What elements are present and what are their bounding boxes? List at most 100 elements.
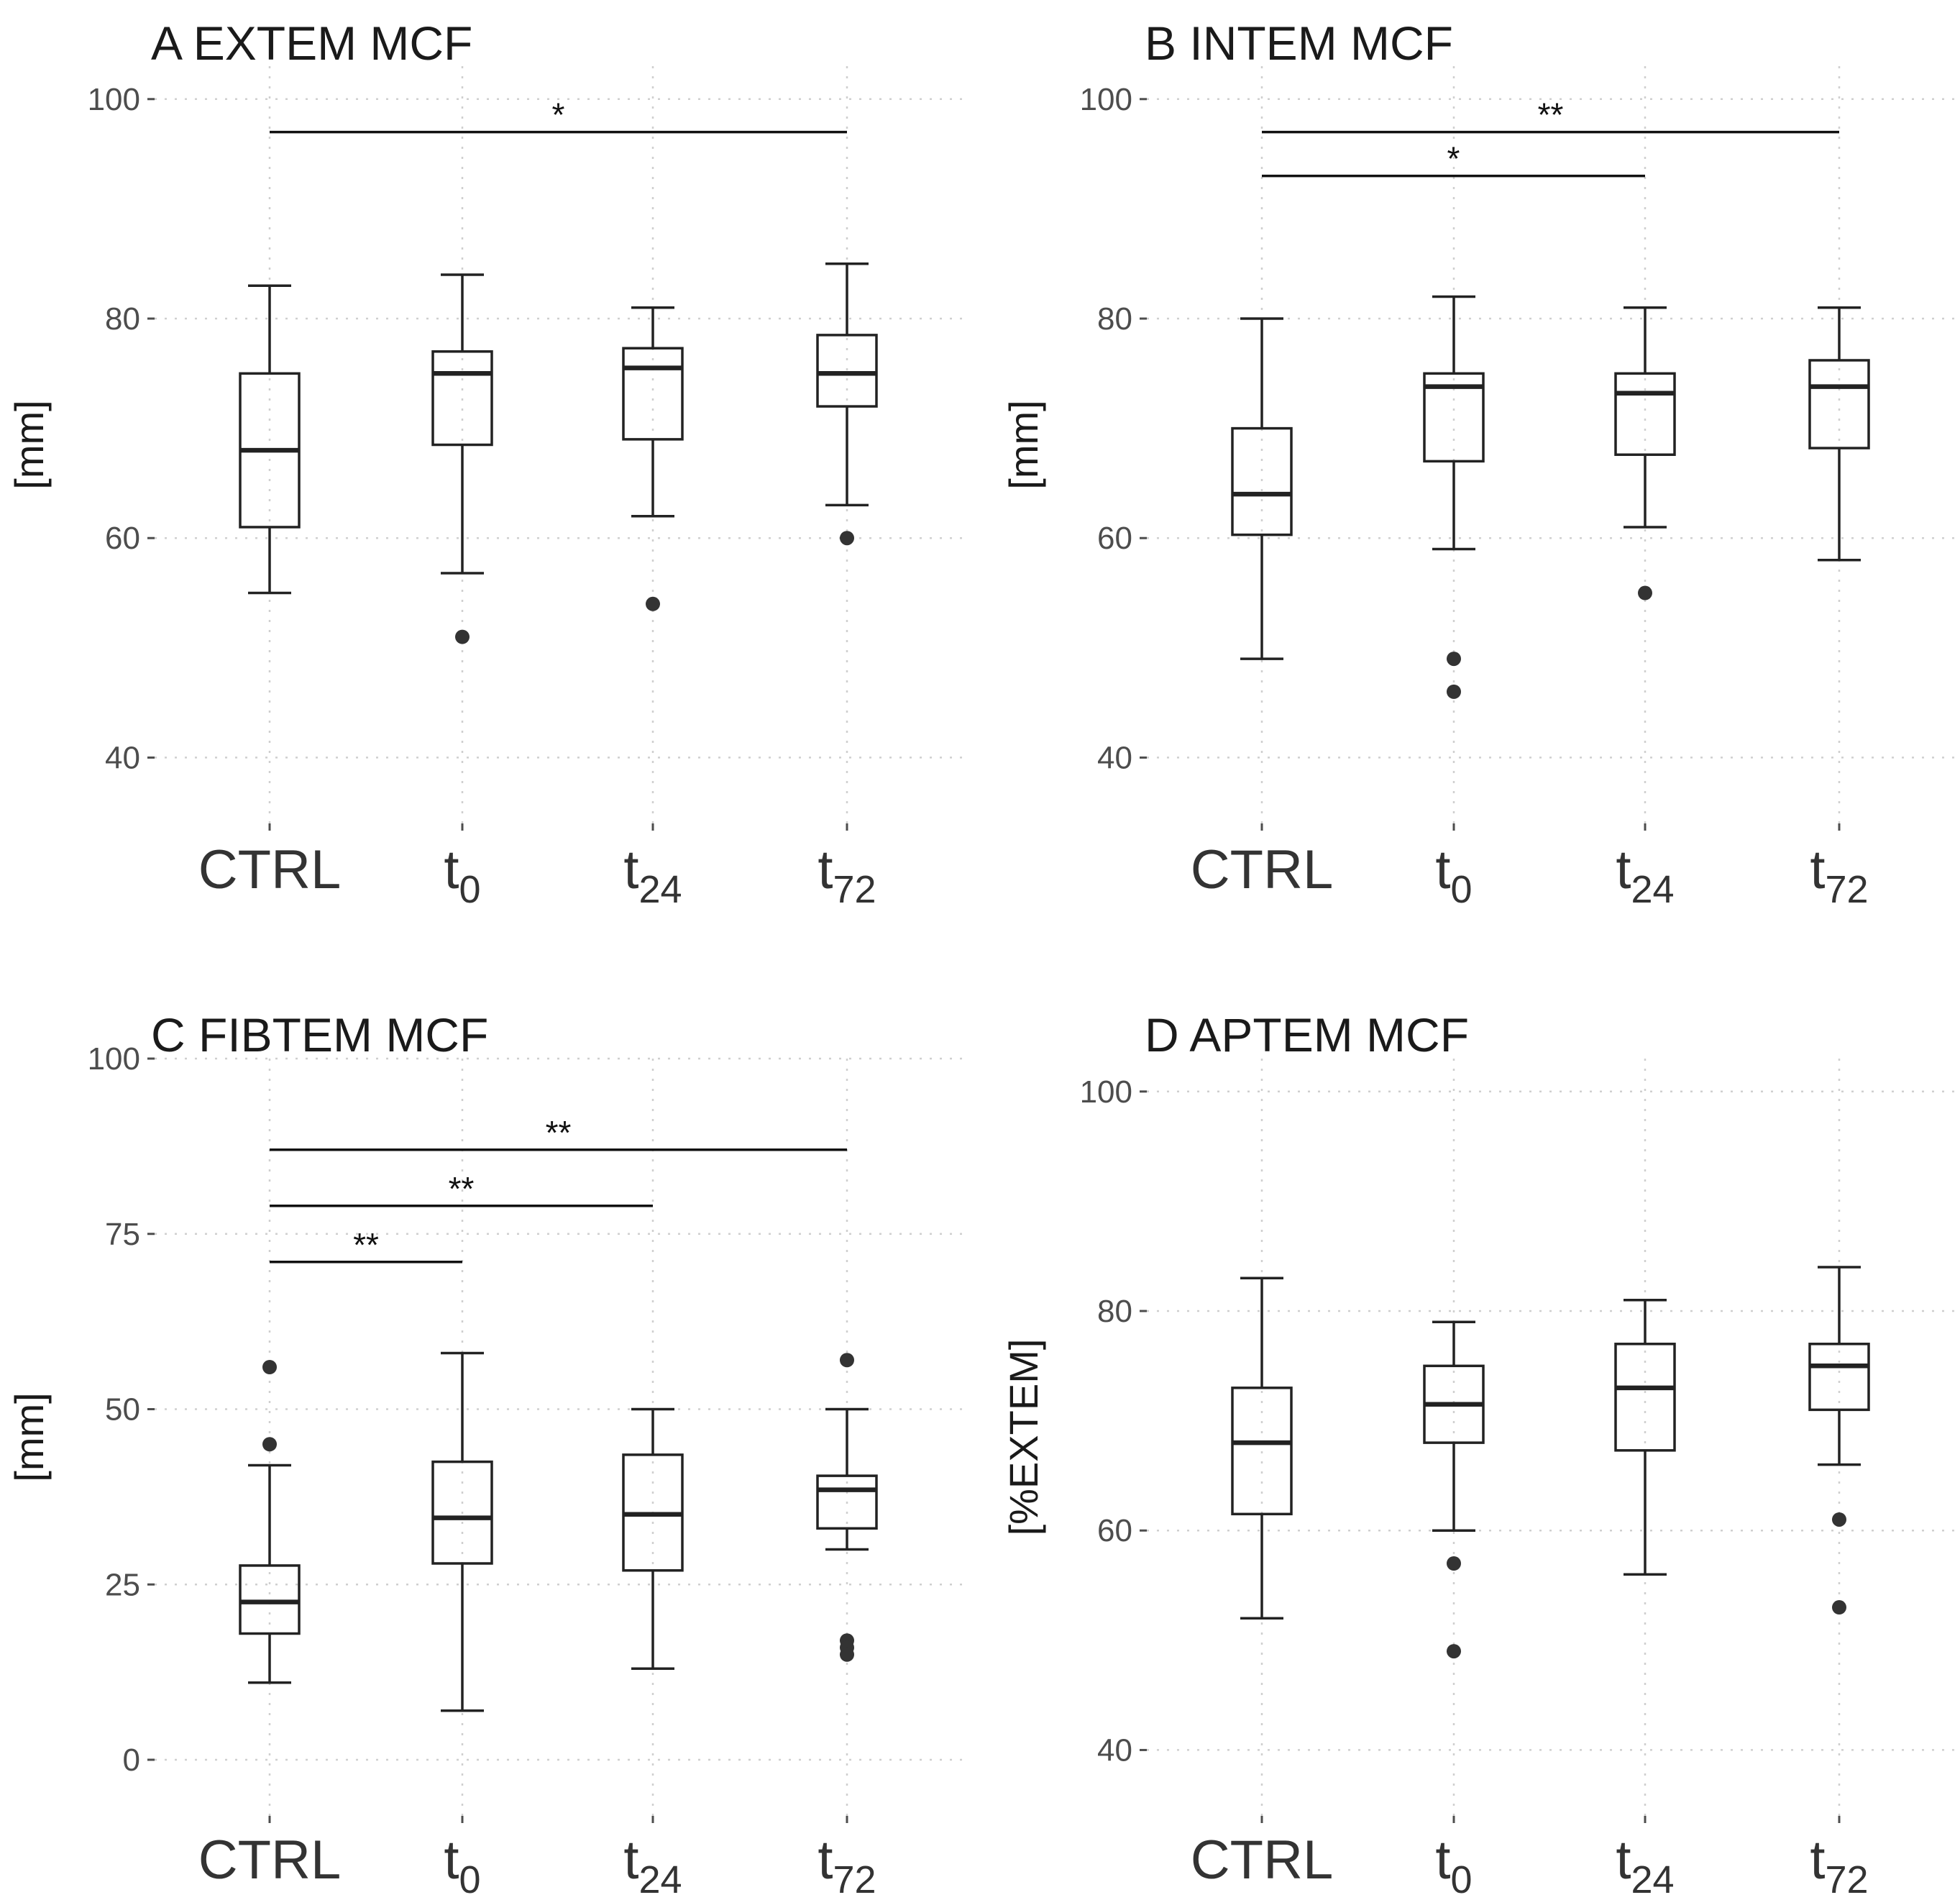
y-tick-label: 100 (1080, 1074, 1132, 1110)
outlier-point (1832, 1512, 1846, 1527)
outlier-point (840, 531, 854, 546)
iqr-box (1614, 1343, 1676, 1452)
x-tick-base: t (444, 839, 459, 900)
y-tick-label: 100 (1080, 82, 1132, 117)
significance-label: * (1447, 140, 1460, 178)
panel-title: D APTEM MCF (1145, 1008, 1469, 1061)
significance-bracket: ** (1262, 96, 1839, 134)
x-tick-subscript: 24 (1631, 1858, 1675, 1900)
x-tick-subscript: 24 (1631, 868, 1675, 911)
y-tick-label: 40 (105, 740, 140, 775)
x-tick-label: CTRL (198, 839, 341, 900)
significance-label: ** (449, 1170, 475, 1207)
boxplot-t24 (1614, 306, 1676, 600)
iqr-box (816, 334, 878, 408)
y-tick-label: 80 (1097, 301, 1132, 337)
boxplot-t24 (1614, 1298, 1676, 1576)
iqr-box (1231, 426, 1293, 536)
boxplot-t72 (1808, 306, 1870, 562)
outlier-point (1447, 652, 1461, 667)
x-tick-label: t24 (623, 839, 682, 911)
y-axis-label: [%EXTEM] (1001, 1339, 1046, 1536)
x-tick-base: t (1435, 839, 1450, 900)
significance-bracket: * (1262, 140, 1645, 178)
iqr-box (1231, 1387, 1293, 1516)
x-tick-label: t72 (818, 1830, 876, 1900)
x-tick-base: CTRL (1191, 839, 1333, 900)
iqr-box (1614, 372, 1676, 456)
y-tick-label: 40 (1097, 1732, 1132, 1768)
outlier-point (1832, 1600, 1846, 1615)
x-tick-base: CTRL (198, 1830, 341, 1891)
boxplot-t72 (816, 1353, 878, 1662)
boxplot-t72 (816, 262, 878, 546)
outlier-point (840, 1647, 854, 1662)
x-tick-subscript: 24 (639, 868, 682, 911)
x-tick-base: t (444, 1830, 459, 1891)
boxplot-t0 (431, 273, 493, 644)
x-tick-subscript: 72 (1826, 1858, 1869, 1900)
significance-label: ** (353, 1226, 379, 1264)
x-tick-base: t (623, 1830, 638, 1891)
iqr-box (431, 350, 493, 447)
significance-label: ** (546, 1114, 572, 1151)
x-tick-label: t24 (1616, 1830, 1674, 1900)
x-tick-base: t (818, 839, 833, 900)
panel-title: B INTEM MCF (1145, 17, 1453, 70)
outlier-point (1447, 1556, 1461, 1571)
y-tick-label: 80 (105, 301, 140, 337)
y-tick-label: 25 (105, 1567, 140, 1602)
boxplot-t24 (622, 1407, 684, 1670)
x-tick-label: t0 (1435, 839, 1472, 911)
outlier-point (1447, 684, 1461, 699)
significance-bracket: ** (270, 1226, 462, 1264)
x-tick-subscript: 0 (459, 1858, 481, 1900)
x-tick-base: CTRL (1191, 1830, 1333, 1891)
x-tick-label: CTRL (1191, 1830, 1333, 1891)
significance-label: * (552, 96, 565, 134)
y-tick-label: 40 (1097, 740, 1132, 775)
x-tick-base: t (1435, 1830, 1450, 1891)
outlier-point (1447, 1644, 1461, 1659)
iqr-box (1423, 372, 1485, 463)
y-axis-label: [mm] (6, 400, 52, 489)
x-tick-label: t72 (818, 839, 876, 911)
x-tick-label: t72 (1810, 839, 1868, 911)
outlier-point (1638, 585, 1652, 600)
x-tick-subscript: 0 (459, 868, 481, 911)
y-tick-label: 75 (105, 1217, 140, 1252)
x-tick-subscript: 0 (1451, 1858, 1473, 1900)
iqr-box (239, 1564, 301, 1635)
x-tick-label: t0 (444, 1830, 480, 1900)
x-tick-label: CTRL (198, 1830, 341, 1891)
iqr-box (431, 1460, 493, 1565)
x-tick-base: t (818, 1830, 833, 1891)
iqr-box (622, 347, 684, 441)
boxplot-ctrl (1231, 317, 1293, 660)
significance-label: ** (1538, 96, 1564, 134)
boxplot-ctrl (239, 1360, 301, 1684)
panel-title: A EXTEM MCF (151, 17, 472, 70)
boxplot-t0 (431, 1351, 493, 1712)
boxplot-ctrl (239, 284, 301, 595)
outlier-point (840, 1353, 854, 1368)
x-tick-label: t0 (1435, 1830, 1472, 1900)
significance-bracket: ** (270, 1114, 847, 1151)
x-tick-subscript: 24 (639, 1858, 682, 1900)
x-tick-label: t24 (623, 1830, 682, 1900)
x-tick-base: t (1810, 1830, 1825, 1891)
x-tick-label: CTRL (1191, 839, 1333, 900)
y-tick-label: 80 (1097, 1294, 1132, 1329)
x-tick-base: t (1616, 839, 1631, 900)
significance-bracket: * (270, 96, 847, 134)
y-axis-label: [mm] (1001, 400, 1046, 489)
x-tick-base: t (1616, 1830, 1631, 1891)
y-axis-label: [mm] (6, 1392, 52, 1481)
boxplot-t0 (1423, 1320, 1485, 1659)
x-tick-base: t (1810, 839, 1825, 900)
outlier-point (455, 629, 470, 644)
outlier-point (646, 596, 660, 611)
x-tick-subscript: 72 (833, 868, 876, 911)
